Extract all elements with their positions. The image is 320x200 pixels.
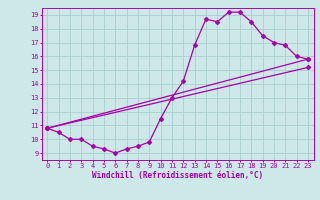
X-axis label: Windchill (Refroidissement éolien,°C): Windchill (Refroidissement éolien,°C) [92, 171, 263, 180]
